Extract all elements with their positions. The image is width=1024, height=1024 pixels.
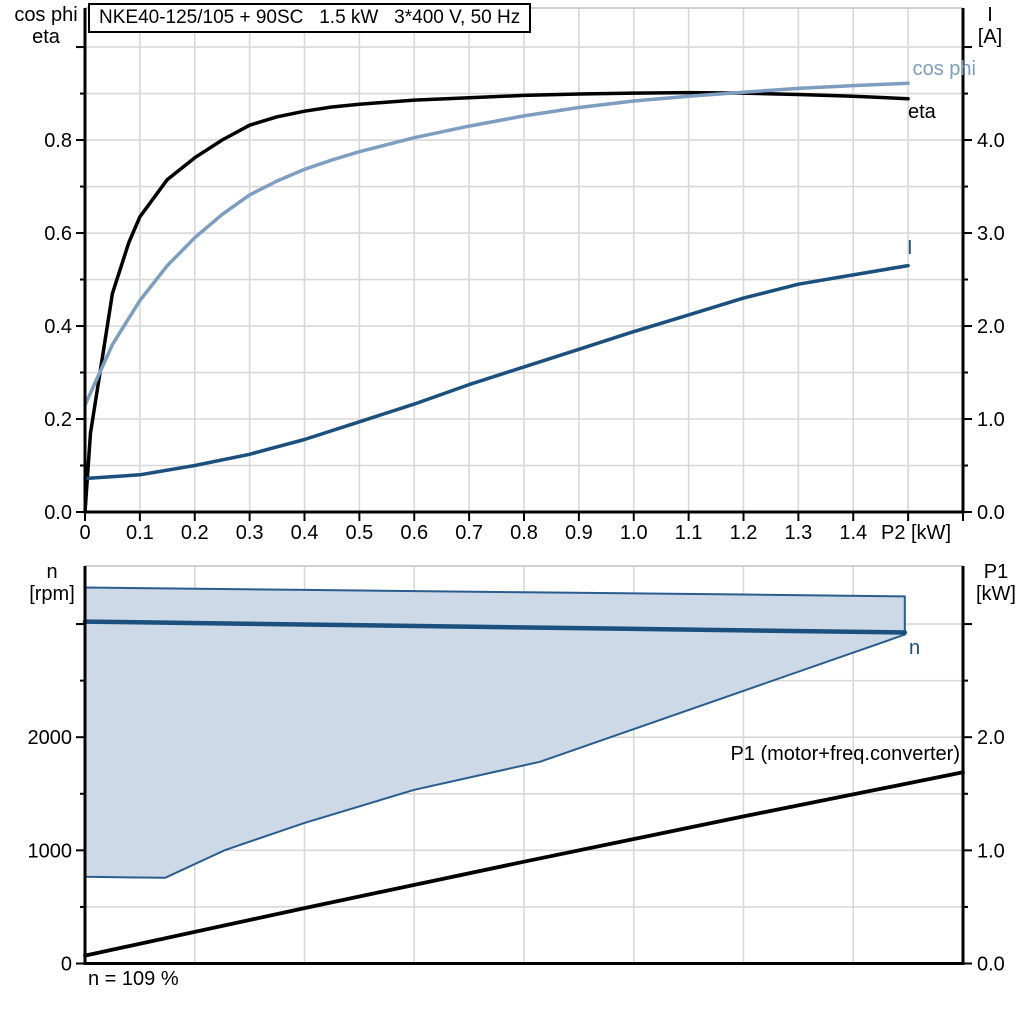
right-tick-label: 2.0 [977,316,1005,338]
right-tick-label: 0.0 [977,502,1005,524]
bottom-left-axis-title: n [rpm] [16,561,88,605]
x-tick-label: 0.6 [400,522,428,544]
x-axis-label: P2 [kW] [881,522,951,544]
speed-range-area [84,586,906,879]
top-right-axis-title-line1: I [987,4,993,26]
chart-title-box: NKE40-125/105 + 90SC 1.5 kW 3*400 V, 50 … [88,3,532,33]
curve-label-p1-motor-freq-converter-: P1 (motor+freq.converter) [730,743,960,765]
x-tick-label: 0.4 [291,522,319,544]
x-tick-label: 1.2 [730,522,758,544]
speed-percent-note: n = 109 % [88,968,179,990]
left-tick-label: 1000 [28,840,73,862]
top-left-axis-title: cos phi eta [6,4,86,48]
bottom-left-axis-title-line1: n [46,561,58,583]
left-tick-label: 0.6 [44,223,72,245]
right-tick-label: 1.0 [977,840,1005,862]
x-tick-label: 1.4 [839,522,867,544]
x-tick-label: 0.2 [181,522,209,544]
x-tick-label: 0.1 [126,522,154,544]
top-right-axis-title: I [A] [960,4,1020,48]
x-tick-label: 0.8 [510,522,538,544]
eta-curve [83,90,910,514]
bottom-left-axis-title-line2: [rpm] [29,583,75,605]
p1-motor-freq-converter--curve [83,770,965,958]
curve-label-eta: eta [908,101,937,123]
curve-label-i: I [907,237,913,259]
x-tick-label: 1.0 [620,522,648,544]
right-tick-label: 4.0 [977,130,1005,152]
left-tick-label: 0 [61,954,72,976]
n-curve [82,619,908,635]
x-tick-label: 1.1 [675,522,703,544]
right-tick-label: 0.0 [977,954,1005,976]
top-right-axis-title-line2: [A] [977,26,1003,48]
bottom-right-axis-title-line1: P1 [983,561,1009,583]
top-left-axis-title-line1: cos phi [14,4,78,26]
x-tick-label: 0.5 [345,522,373,544]
left-tick-label: 2000 [28,727,73,749]
left-tick-label: 0.0 [44,502,72,524]
left-tick-label: 0.4 [44,316,72,338]
right-tick-label: 2.0 [977,727,1005,749]
cos-phi-curve [83,81,910,407]
curve-label-n: n [909,637,920,659]
x-tick-label: 0.3 [236,522,264,544]
left-tick-label: 0.8 [44,130,72,152]
left-tick-label: 0.2 [44,409,72,431]
x-tick-label: 0.9 [565,522,593,544]
right-tick-label: 3.0 [977,223,1005,245]
x-tick-label: 1.3 [784,522,812,544]
x-tick-label: 0.7 [455,522,483,544]
i-curve [83,263,910,481]
top-left-axis-title-line2: eta [32,26,60,48]
bottom-right-axis-title-line2: [kW] [976,583,1016,605]
x-tick-label: 0 [79,522,90,544]
bottom-right-axis-title: P1 [kW] [962,561,1024,605]
curve-label-cos-phi: cos phi [913,58,976,80]
right-tick-label: 1.0 [977,409,1005,431]
